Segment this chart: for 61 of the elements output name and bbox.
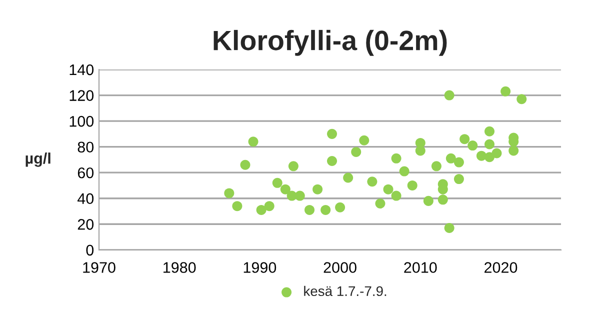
- point: [256, 204, 266, 215]
- point: [304, 204, 315, 215]
- x-tick-label: 1980: [164, 262, 196, 273]
- point: [468, 140, 478, 151]
- x-tick-label: 2020: [484, 262, 518, 273]
- point: [391, 190, 402, 201]
- point: [264, 201, 274, 212]
- y-axis-title: µg/l: [26, 152, 50, 167]
- point: [431, 161, 442, 172]
- x-tick-label: 2010: [404, 262, 437, 273]
- y-tick-label: 20: [78, 219, 94, 230]
- point: [327, 128, 338, 139]
- y-tick-label: 40: [78, 193, 94, 204]
- point: [367, 176, 378, 187]
- point: [280, 184, 290, 194]
- point: [320, 204, 331, 215]
- point: [343, 172, 354, 183]
- point: [224, 188, 234, 198]
- point: [415, 146, 426, 156]
- point: [492, 148, 502, 158]
- point: [240, 160, 250, 170]
- point: [446, 153, 456, 164]
- y-tick-label: 140: [70, 64, 94, 76]
- point: [391, 153, 402, 164]
- x-tick-label: 1970: [83, 262, 116, 273]
- point: [423, 196, 434, 206]
- point: [335, 202, 346, 212]
- y-tick-label: 60: [78, 167, 94, 178]
- y-tick-label: 0: [86, 244, 94, 256]
- point: [460, 134, 470, 144]
- point: [500, 86, 511, 96]
- point: [359, 135, 370, 146]
- point: [351, 146, 362, 157]
- point: [288, 161, 298, 172]
- point: [454, 174, 464, 184]
- x-tick-label: 1990: [244, 262, 276, 273]
- point: [232, 201, 242, 212]
- legend-label: kesä 1.7.-7.9.: [304, 286, 386, 296]
- point: [444, 222, 454, 234]
- point: [508, 146, 519, 156]
- point: [327, 156, 338, 166]
- chart-title: Klorofylli-a (0-2m): [214, 30, 447, 56]
- point: [438, 194, 448, 205]
- point: [484, 139, 494, 150]
- y-tick-label: 80: [78, 142, 94, 153]
- point: [454, 157, 464, 168]
- point: [516, 94, 527, 104]
- x-tick-label: 2000: [324, 262, 356, 273]
- point: [407, 180, 418, 190]
- y-tick-label: 100: [70, 116, 94, 127]
- point: [484, 126, 494, 136]
- point: [248, 136, 258, 147]
- point: [444, 90, 454, 100]
- point: [383, 184, 394, 194]
- point: [294, 190, 305, 201]
- point: [484, 152, 494, 162]
- point: [399, 166, 410, 176]
- point: [375, 198, 386, 209]
- point: [312, 184, 323, 194]
- point: [272, 178, 282, 188]
- y-tick-label: 120: [70, 90, 94, 101]
